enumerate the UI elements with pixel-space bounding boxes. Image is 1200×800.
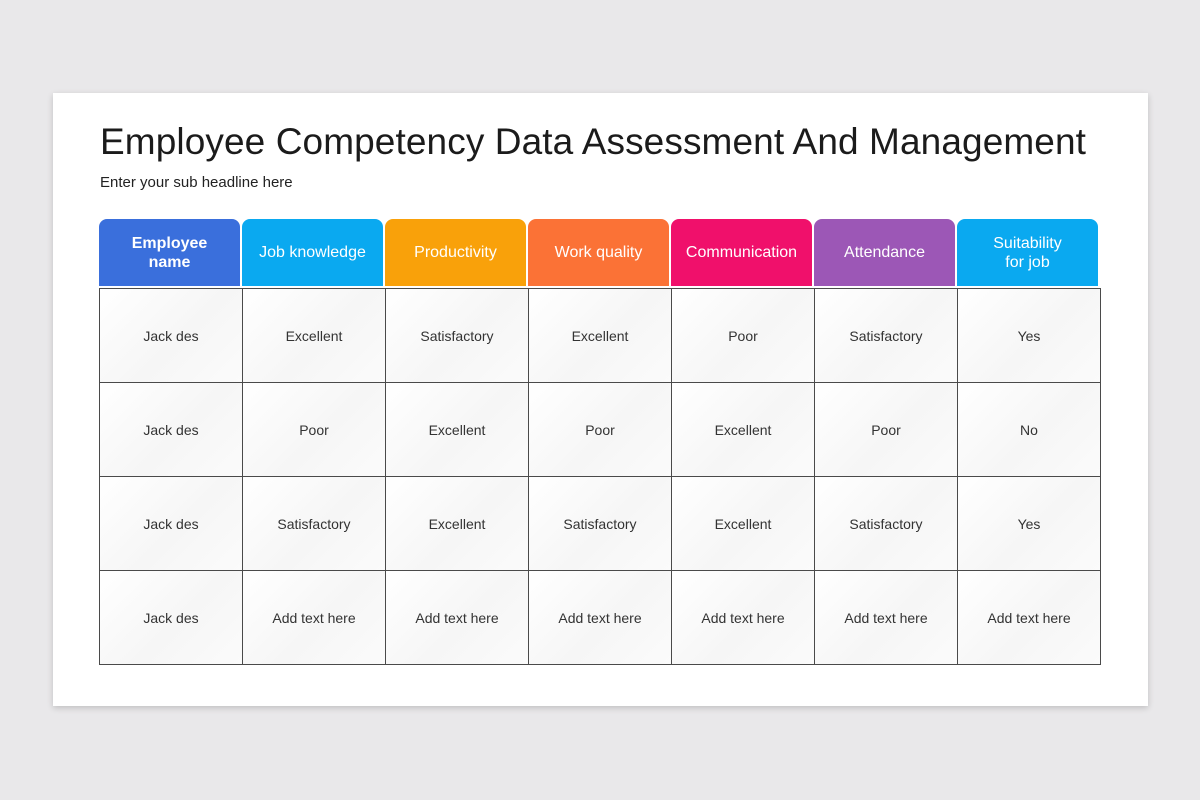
table-cell: Yes xyxy=(958,477,1101,571)
table-row: Jack des Add text here Add text here Add… xyxy=(100,571,1101,665)
table-cell: Jack des xyxy=(100,383,243,477)
slide: Employee Competency Data Assessment And … xyxy=(53,93,1148,706)
header-suitability-for-job: Suitability for job xyxy=(957,219,1098,286)
table-cell: Excellent xyxy=(672,383,815,477)
header-communication: Communication xyxy=(671,219,812,286)
table-cell: Satisfactory xyxy=(815,477,958,571)
table-cell: Excellent xyxy=(243,289,386,383)
slide-title: Employee Competency Data Assessment And … xyxy=(100,121,1087,162)
competency-table: Employee name Job knowledge Productivity… xyxy=(99,219,1101,665)
header-attendance: Attendance xyxy=(814,219,955,286)
table-cell: Add text here xyxy=(815,571,958,665)
table-cell: Jack des xyxy=(100,571,243,665)
header-label: Employee name xyxy=(131,234,208,271)
table-cell: Add text here xyxy=(958,571,1101,665)
table-cell: Yes xyxy=(958,289,1101,383)
header-label: Attendance xyxy=(844,244,925,261)
table-cell: Satisfactory xyxy=(529,477,672,571)
table-cell: Poor xyxy=(529,383,672,477)
table-cell: Add text here xyxy=(243,571,386,665)
table-cell: Excellent xyxy=(386,477,529,571)
header-productivity: Productivity xyxy=(385,219,526,286)
header-label: Productivity xyxy=(414,244,497,261)
header-label: Suitability for job xyxy=(993,234,1062,271)
table-cell: Poor xyxy=(243,383,386,477)
table-cell: Jack des xyxy=(100,477,243,571)
table-cell: Excellent xyxy=(529,289,672,383)
header-label: Work quality xyxy=(554,244,643,261)
table-cell: Poor xyxy=(672,289,815,383)
table-body: Jack des Excellent Satisfactory Excellen… xyxy=(99,288,1101,665)
table-cell: Satisfactory xyxy=(815,289,958,383)
table-row: Jack des Poor Excellent Poor Excellent P… xyxy=(100,383,1101,477)
table-cell: No xyxy=(958,383,1101,477)
table-cell: Excellent xyxy=(672,477,815,571)
slide-subtitle: Enter your sub headline here xyxy=(100,174,293,191)
table-cell: Poor xyxy=(815,383,958,477)
table-cell: Add text here xyxy=(386,571,529,665)
header-label: Job knowledge xyxy=(259,244,366,261)
header-employee-name: Employee name xyxy=(99,219,240,286)
table-cell: Jack des xyxy=(100,289,243,383)
table-row: Jack des Excellent Satisfactory Excellen… xyxy=(100,289,1101,383)
table-cell: Excellent xyxy=(386,383,529,477)
table-cell: Add text here xyxy=(529,571,672,665)
table-cell: Satisfactory xyxy=(243,477,386,571)
header-job-knowledge: Job knowledge xyxy=(242,219,383,286)
table-cell: Satisfactory xyxy=(386,289,529,383)
table-row: Jack des Satisfactory Excellent Satisfac… xyxy=(100,477,1101,571)
table-cell: Add text here xyxy=(672,571,815,665)
header-label: Communication xyxy=(685,244,798,261)
header-work-quality: Work quality xyxy=(528,219,669,286)
table-header-row: Employee name Job knowledge Productivity… xyxy=(99,219,1101,286)
